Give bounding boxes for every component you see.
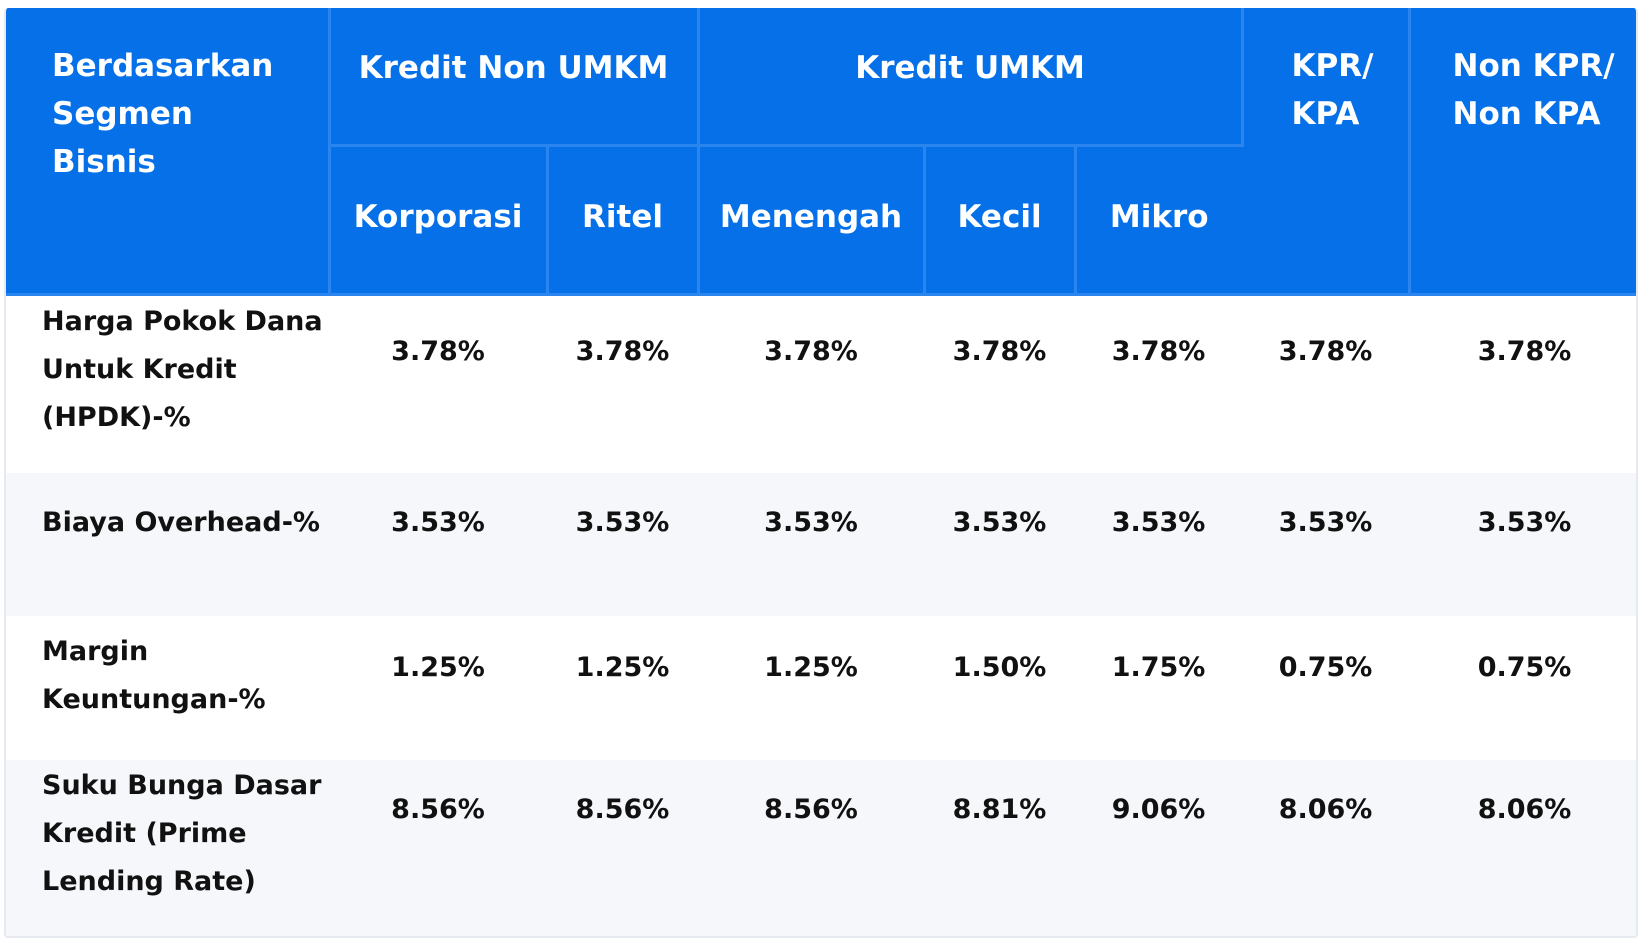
header-segmen-bisnis: Berdasarkan Segmen Bisnis — [6, 8, 331, 296]
cell-value: 8.56% — [575, 794, 670, 825]
cell-value: 3.78% — [391, 335, 485, 367]
sbdk-table-container: Berdasarkan Segmen Bisnis Kredit Non UMK… — [4, 8, 1638, 938]
cell-value: 3.53% — [952, 507, 1047, 538]
header-kredit-non-umkm: Kredit Non UMKM — [329, 8, 700, 147]
cell-value: 3.53% — [575, 507, 670, 538]
cell-value: 8.56% — [764, 794, 858, 825]
cell-value: 1.50% — [952, 652, 1047, 683]
row-label-hpdk: Harga Pokok Dana Untuk Kredit (HPDK)-% — [42, 305, 323, 433]
cell-value: 8.06% — [1278, 794, 1373, 825]
cell-value: 3.53% — [1278, 507, 1373, 538]
cell-value: 8.81% — [952, 794, 1047, 825]
cell-value: 1.25% — [391, 652, 485, 683]
header-kecil: Kecil — [924, 145, 1077, 296]
cell-value: 3.53% — [1477, 507, 1572, 538]
cell-value: 3.78% — [952, 335, 1047, 367]
cell-value: 9.06% — [1111, 794, 1206, 825]
cell-value: 3.53% — [1111, 507, 1206, 538]
header-non-kpr-kpa: Non KPR/ Non KPA — [1409, 8, 1636, 296]
header-korporasi: Korporasi — [329, 145, 549, 296]
cell-value: 1.75% — [1111, 652, 1206, 683]
table-row: Margin Keuntungan-% 1.25% 1.25% 1.25% 1.… — [6, 616, 1636, 760]
table-body: Harga Pokok Dana Untuk Kredit (HPDK)-% 3… — [6, 294, 1636, 936]
cell-value: 1.25% — [575, 652, 670, 683]
header-mikro: Mikro — [1075, 145, 1243, 296]
cell-value: 0.75% — [1477, 652, 1572, 683]
cell-value: 3.78% — [1278, 335, 1373, 367]
header-kpr-kpa: KPR/ KPA — [1242, 8, 1411, 296]
cell-value: 1.25% — [764, 652, 858, 683]
cell-value: 0.75% — [1278, 652, 1373, 683]
header-menengah: Menengah — [698, 145, 926, 296]
header-ritel: Ritel — [547, 145, 700, 296]
cell-value: 3.78% — [575, 335, 670, 367]
cell-value: 8.06% — [1477, 794, 1572, 825]
cell-value: 3.53% — [391, 507, 485, 538]
cell-value: 3.78% — [1477, 335, 1572, 367]
row-label-margin-keuntungan: Margin Keuntungan-% — [42, 636, 266, 715]
cell-value: 3.53% — [764, 507, 858, 538]
cell-value: 3.78% — [1111, 335, 1206, 367]
header-kredit-umkm: Kredit UMKM — [698, 8, 1244, 147]
sbdk-table: Berdasarkan Segmen Bisnis Kredit Non UMK… — [6, 8, 1636, 936]
table-row: Suku Bunga Dasar Kredit (Prime Lending R… — [6, 760, 1636, 936]
cell-value: 8.56% — [391, 794, 485, 825]
table-row: Biaya Overhead-% 3.53% 3.53% 3.53% 3.53%… — [6, 473, 1636, 616]
cell-value: 3.78% — [764, 335, 858, 367]
row-label-biaya-overhead: Biaya Overhead-% — [42, 507, 320, 538]
row-label-suku-bunga-dasar: Suku Bunga Dasar Kredit (Prime Lending R… — [42, 770, 322, 897]
table-row: Harga Pokok Dana Untuk Kredit (HPDK)-% 3… — [6, 294, 1636, 473]
table-header: Berdasarkan Segmen Bisnis Kredit Non UMK… — [6, 8, 1636, 296]
